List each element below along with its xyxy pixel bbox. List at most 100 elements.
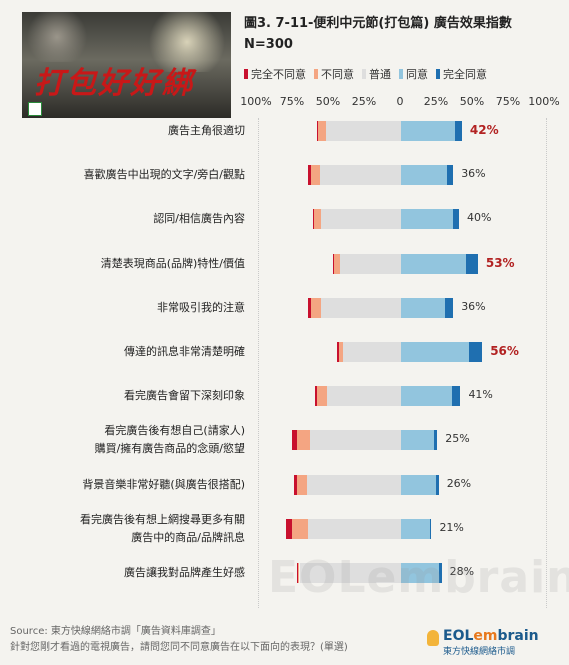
agree-total-label: 25% — [445, 432, 470, 446]
category-label: 背景音樂非常好聽(與廣告很搭配) — [82, 477, 245, 491]
bar-segment-strongly-agree — [454, 121, 462, 141]
agree-total-label: 36% — [461, 299, 486, 313]
legend-swatch-icon — [436, 69, 440, 79]
agree-total-label: 41% — [468, 388, 493, 402]
bar-segment-strongly-disagree — [312, 209, 314, 230]
ad-thumbnail-lettering: 打包好好綁 — [34, 66, 194, 101]
agree-total-label: 26% — [446, 476, 472, 490]
bar-segment-strongly-disagree — [286, 518, 293, 539]
bar-segment-neutral — [308, 518, 401, 539]
agree-total-label: 21% — [439, 520, 464, 534]
bar-segment-agree — [401, 518, 430, 539]
question-line: 針對您剛才看過的電視廣告，請問您同不同意廣告在以下面向的表現？(單選) — [10, 642, 348, 653]
bar-segment-neutral — [343, 342, 401, 362]
bar-segment-strongly-disagree — [308, 297, 312, 318]
bar-segment-strongly-agree — [447, 165, 454, 186]
bar-segment-agree — [401, 430, 435, 451]
chart-title: 圖3. 7-11-便利中元節(打包篇) 廣告效果指數 — [244, 16, 512, 31]
category-label: 非常吸引我的注意 — [157, 300, 245, 314]
bar-segment-disagree — [292, 518, 309, 539]
legend-item-agree: 同意 — [399, 66, 428, 82]
bar-segment-disagree — [314, 209, 322, 230]
bar-segment-neutral — [325, 121, 401, 141]
bar-segment-neutral — [309, 430, 401, 451]
bar-segment-disagree — [296, 474, 307, 495]
bar-segment-neutral — [321, 209, 401, 230]
category-label: 看完廣告會留下深刻印象 — [124, 389, 245, 403]
bar-segment-strongly-disagree — [296, 563, 299, 583]
category-label: 清楚表現商品(品牌)特性/價值 — [100, 256, 245, 270]
seven-eleven-logo-icon — [28, 102, 42, 116]
legend-swatch-icon — [244, 69, 248, 79]
category-label: 傳達的訊息非常清楚明確 — [124, 345, 245, 358]
bar-segment-strongly-agree — [430, 518, 432, 539]
bar-segment-strongly-agree — [453, 209, 459, 230]
legend-item-strongly-agree: 完全同意 — [436, 66, 487, 82]
source-line: Source: 東方快線網絡市調「廣告資料庫調查」 — [10, 626, 221, 637]
legend-swatch-icon — [362, 69, 366, 79]
bar-segment-agree — [401, 563, 439, 583]
bar-segment-agree — [401, 209, 454, 230]
bar-segment-disagree — [334, 253, 341, 274]
bar-segment-strongly-agree — [434, 430, 438, 451]
x-tick-label: 50% — [459, 95, 485, 108]
category-label: 認同/相信廣告內容 — [153, 212, 245, 226]
x-tick-label: 0 — [396, 95, 404, 108]
agree-total-label: 56% — [490, 344, 519, 358]
x-tick-label: 25% — [351, 95, 377, 108]
bar-segment-agree — [401, 386, 452, 407]
lightbulb-icon — [427, 630, 439, 646]
bar-segment-agree — [401, 253, 467, 274]
x-tick-label: 75% — [279, 95, 305, 108]
bar-segment-strongly-disagree — [316, 121, 319, 141]
chart-subtitle: N=300 — [244, 37, 293, 52]
agree-total-label: 53% — [485, 255, 515, 270]
bar-segment-strongly-agree — [444, 297, 454, 318]
bar-segment-strongly-agree — [469, 342, 483, 362]
bar-segment-agree — [401, 342, 470, 362]
legend-item-strongly-disagree: 完全不同意 — [244, 66, 306, 82]
bar-segment-strongly-disagree — [292, 430, 297, 451]
bar-segment-disagree — [316, 386, 328, 407]
brand-subtitle: 東方快線網絡市調 — [443, 647, 516, 657]
bar-segment-agree — [401, 165, 448, 186]
chart-source-note: Source: 東方快線網絡市調「廣告資料庫調查」 針對您剛才看過的電視廣告，請… — [10, 624, 348, 656]
category-label: 看完廣告後有想自己(請家人) 購買/擁有廣告商品的念頭/慾望 — [94, 424, 245, 456]
x-tick-label: 25% — [423, 95, 449, 108]
bar-segment-agree — [401, 297, 445, 318]
axis-right-gridline — [546, 118, 547, 608]
bar-segment-strongly-disagree — [315, 386, 317, 407]
agree-total-label: 42% — [469, 123, 499, 137]
bar-segment-disagree — [318, 121, 326, 141]
category-label: 廣告主角很適切 — [168, 124, 245, 137]
x-tick-label: 100% — [240, 95, 272, 108]
bar-segment-neutral — [340, 253, 401, 274]
bar-segment-strongly-disagree — [337, 342, 339, 362]
legend-item-neutral: 普通 — [362, 66, 391, 82]
ad-thumbnail-image: 打包好好綁 — [22, 12, 231, 118]
bar-segment-disagree — [311, 165, 320, 186]
bar-segment-agree — [401, 121, 455, 141]
bar-segment-strongly-agree — [466, 253, 478, 274]
x-tick-label: 100% — [528, 95, 560, 108]
bar-segment-neutral — [327, 386, 401, 407]
bar-segment-agree — [401, 474, 436, 495]
chart-legend: 完全不同意 不同意 普通 同意 完全同意 — [244, 66, 487, 82]
category-label: 看完廣告後有想上網搜尋更多有關 廣告中的商品/品牌訊息 — [80, 512, 245, 544]
bar-segment-disagree — [338, 342, 343, 362]
category-label: 喜歡廣告中出現的文字/旁白/觀點 — [83, 168, 245, 182]
bar-segment-strongly-agree — [435, 474, 439, 495]
x-tick-label: 50% — [315, 95, 341, 108]
legend-swatch-icon — [314, 69, 318, 79]
bar-segment-neutral — [306, 474, 401, 495]
eolembrain-watermark: EOLembrain — [268, 552, 569, 603]
bar-segment-disagree — [311, 297, 322, 318]
bar-segment-neutral — [321, 297, 401, 318]
bar-segment-strongly-disagree — [332, 253, 335, 274]
axis-left-gridline — [258, 118, 259, 608]
bar-segment-disagree — [296, 430, 310, 451]
agree-total-label: 28% — [449, 565, 475, 578]
brand-logo: EOLembrain 東方快線網絡市調 — [427, 628, 539, 657]
bar-segment-disagree — [298, 563, 300, 583]
bar-segment-strongly-disagree — [293, 474, 297, 495]
